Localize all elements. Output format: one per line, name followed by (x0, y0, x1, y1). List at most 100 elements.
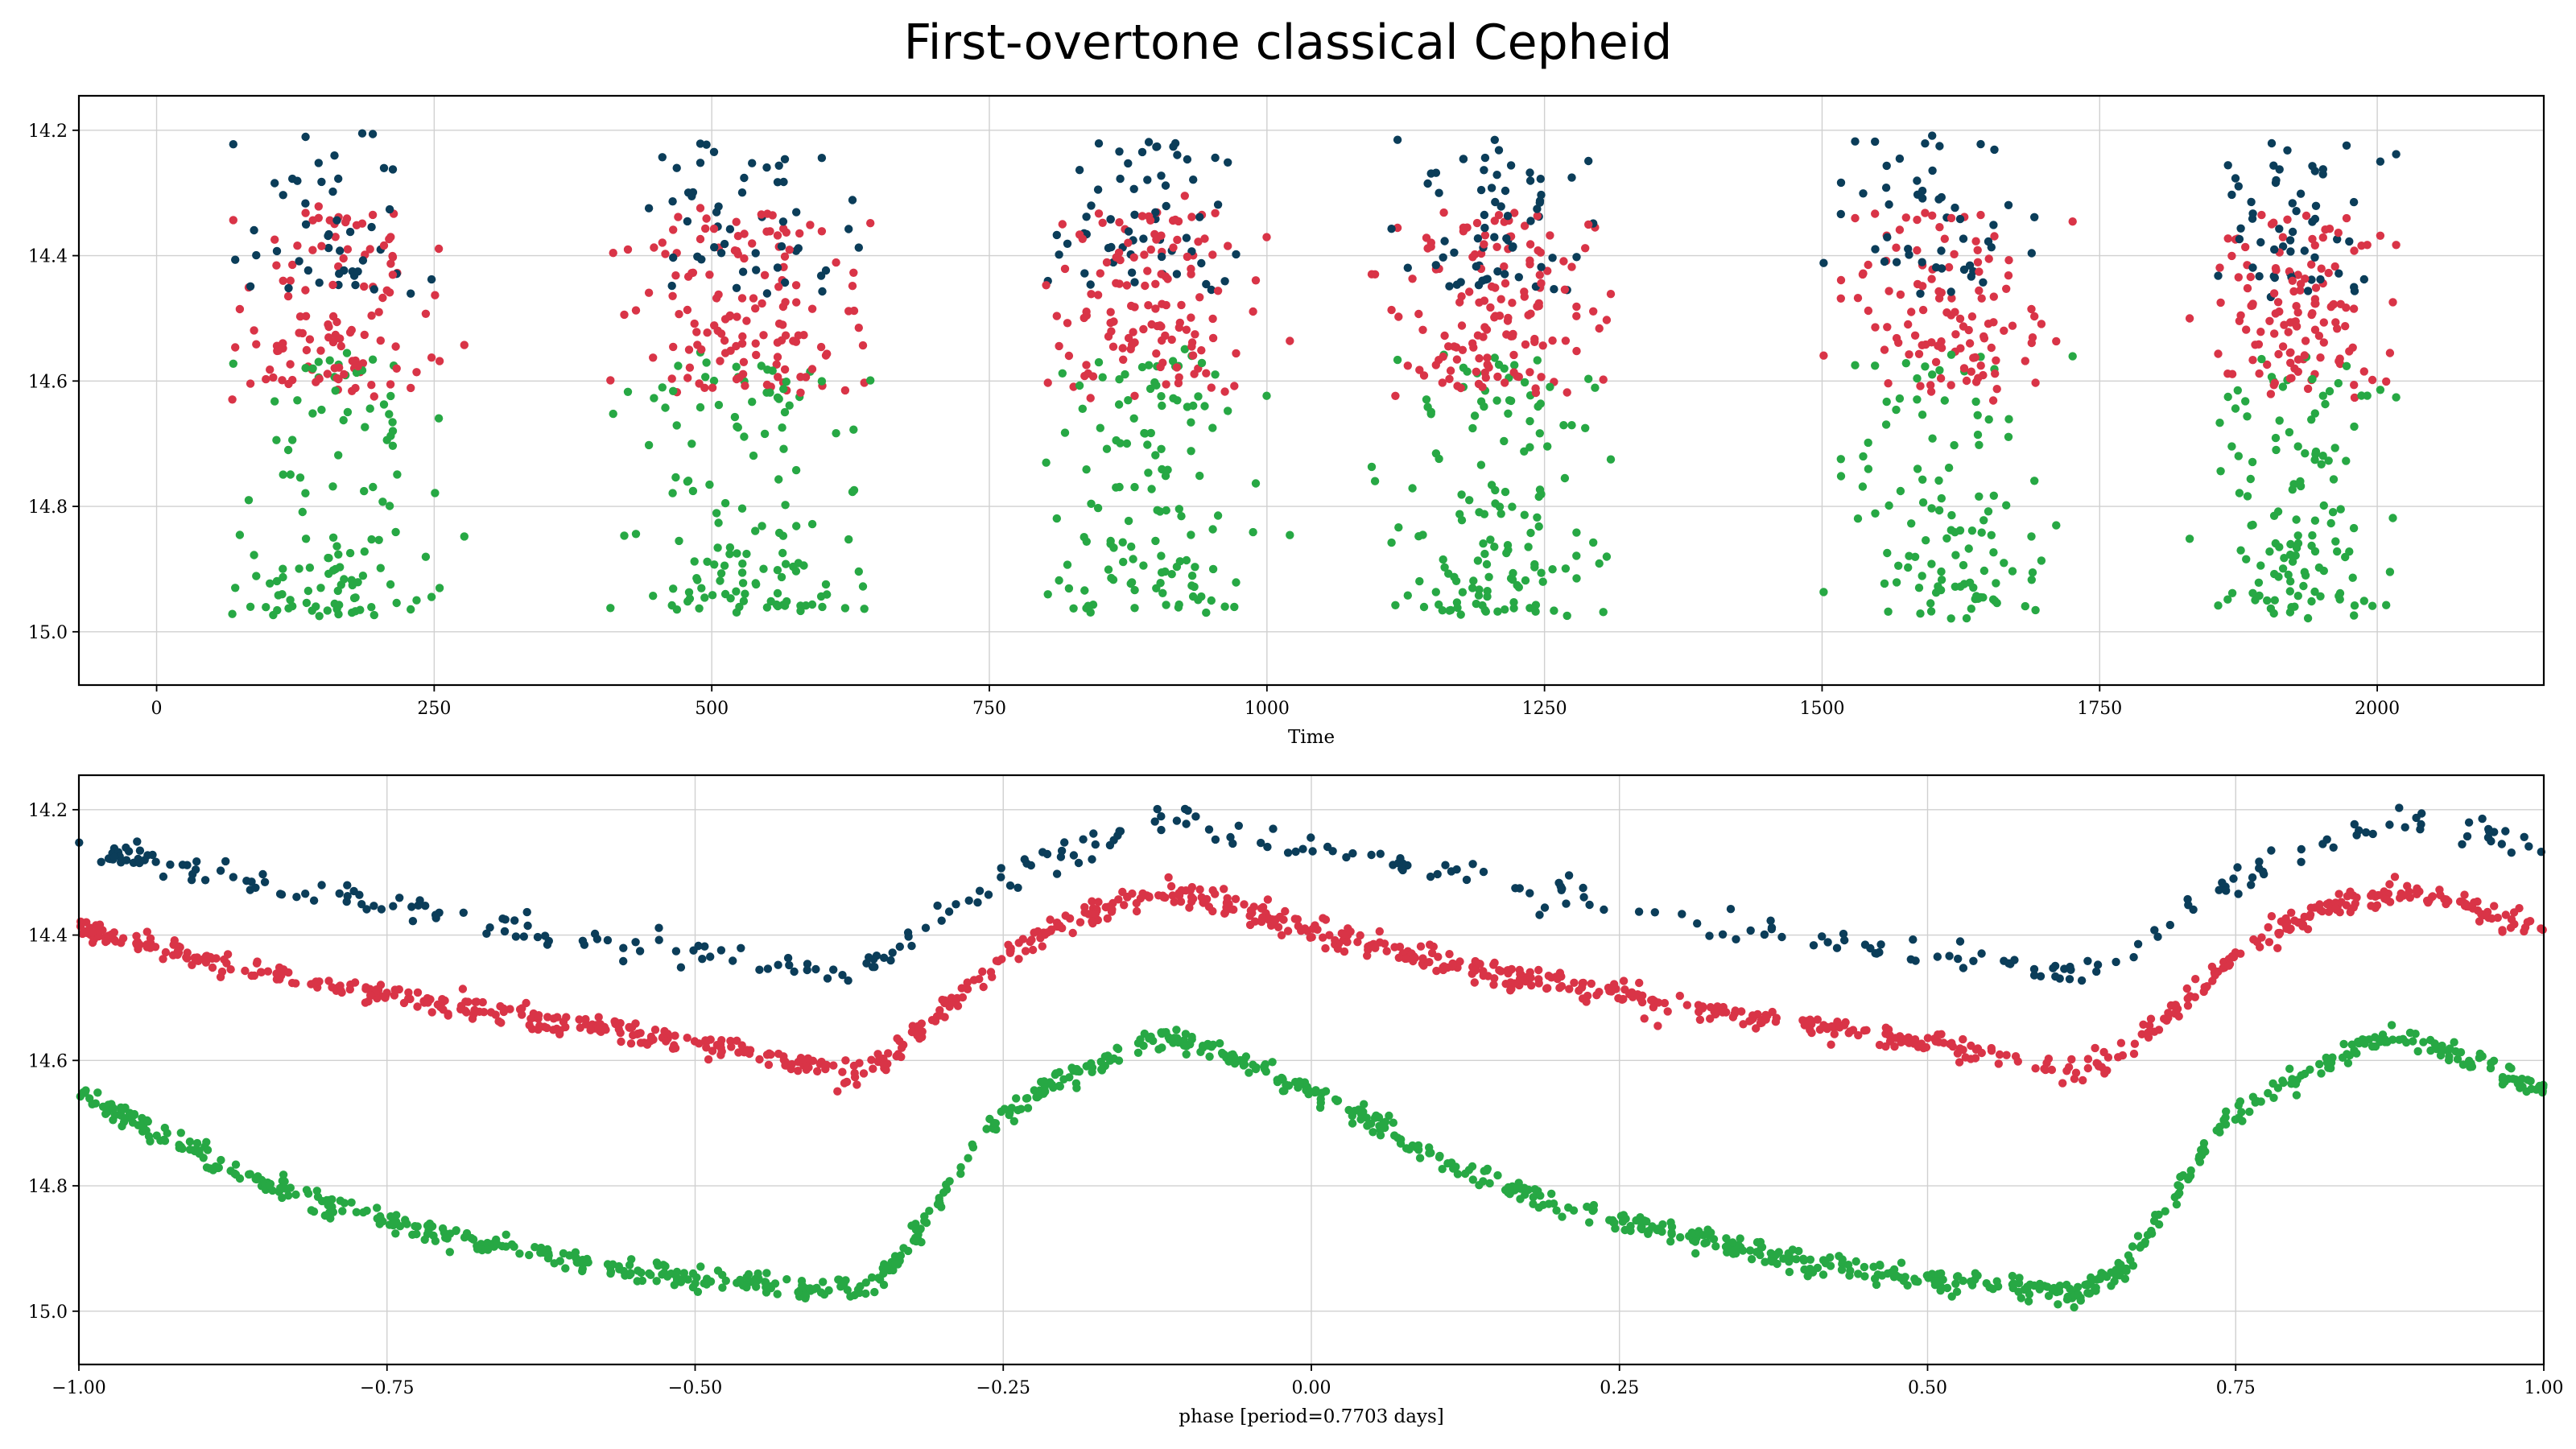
phase-point (2478, 814, 2487, 824)
time-point (1174, 323, 1184, 332)
time-point (1975, 286, 1984, 295)
phase-point (1470, 978, 1480, 987)
time-point (1423, 179, 1432, 188)
time-point (1403, 361, 1413, 370)
time-point (674, 361, 683, 370)
time-point (1483, 353, 1492, 362)
phase-point (1290, 914, 1300, 923)
phase-point (829, 1061, 838, 1070)
phase-point (884, 1049, 893, 1058)
phase-point (2186, 1171, 2195, 1180)
phase-point (1678, 910, 1686, 919)
time-point (796, 388, 805, 397)
phase-point (552, 1024, 561, 1034)
phase-point (1354, 1105, 1363, 1114)
phase-point (2066, 1284, 2074, 1294)
phase-point (2008, 1279, 2018, 1288)
phase-point (1835, 1252, 1843, 1261)
time-point (773, 353, 782, 361)
time-point (343, 245, 353, 254)
phase-point (625, 1261, 634, 1269)
time-point (1232, 250, 1241, 259)
phase-point (203, 1146, 213, 1154)
time-point (353, 267, 362, 276)
phase-point (633, 1277, 642, 1286)
time-point (1584, 156, 1593, 166)
phase-point (2020, 1285, 2029, 1294)
phase-point (1619, 976, 1629, 985)
time-point (1951, 203, 1959, 213)
time-point (1172, 270, 1182, 279)
time-point (1959, 234, 1968, 243)
time-point (262, 603, 270, 612)
phase-point (522, 907, 531, 917)
phase-point (1540, 903, 1550, 912)
phase-point (1691, 1249, 1700, 1258)
time-point (270, 235, 279, 244)
time-point (2296, 189, 2306, 198)
phase-point (2041, 1065, 2050, 1075)
time-point (339, 415, 348, 425)
time-point (2037, 556, 2046, 565)
phase-point (223, 950, 233, 959)
time-point (368, 210, 378, 220)
phase-point (2445, 1052, 2454, 1061)
phase-point (118, 1105, 127, 1114)
phase-point (716, 1040, 725, 1049)
time-point (606, 376, 615, 385)
time-point (684, 588, 694, 597)
time-point (1880, 579, 1889, 588)
phase-point (1060, 838, 1069, 847)
time-point (696, 159, 705, 167)
time-point (1918, 305, 1928, 315)
time-point (1098, 218, 1107, 227)
phase-point (920, 1212, 929, 1221)
time-point (1885, 200, 1893, 209)
phase-point (543, 1013, 552, 1022)
phase-point (1410, 953, 1420, 963)
phase-point (2079, 1075, 2087, 1085)
time-point (1151, 208, 1160, 217)
time-point (2329, 475, 2339, 484)
phase-point (1348, 1111, 1357, 1121)
phase-point (1883, 1269, 1893, 1278)
time-point (1183, 402, 1192, 411)
time-point (758, 522, 766, 530)
time-frame (77, 94, 2545, 687)
time-point (683, 597, 692, 606)
time-point (1147, 485, 1156, 493)
time-point (725, 225, 735, 233)
phase-point (1191, 812, 1200, 821)
time-point (1472, 262, 1481, 271)
time-point (688, 268, 698, 277)
time-point (2330, 444, 2339, 452)
phase-point (413, 1002, 422, 1011)
phase-point (381, 993, 390, 1002)
time-point (288, 436, 297, 444)
time-point (1508, 502, 1517, 511)
phase-point (2237, 1108, 2246, 1117)
phase-point (1821, 1259, 1831, 1268)
time-point (844, 225, 853, 233)
time-point (1921, 362, 1930, 371)
time-point (1419, 602, 1429, 612)
time-point (752, 350, 761, 360)
phase-point (431, 910, 440, 919)
time-point (1173, 396, 1182, 405)
phase-point (2339, 1039, 2348, 1049)
phase-point (530, 1243, 539, 1252)
phase-point (1516, 969, 1525, 979)
phase-point (1579, 893, 1588, 902)
time-point (1973, 258, 1983, 266)
time-point (1439, 555, 1447, 564)
time-point (2287, 603, 2296, 612)
phase-point (1205, 1052, 1214, 1061)
time-point (2334, 592, 2343, 601)
phase-point (1240, 1055, 1249, 1064)
time-point (1921, 139, 1930, 148)
phase-point (1823, 938, 1832, 947)
time-point (392, 364, 401, 373)
time-point (713, 543, 722, 552)
phase-point (1022, 859, 1031, 868)
time-point (1483, 587, 1492, 596)
